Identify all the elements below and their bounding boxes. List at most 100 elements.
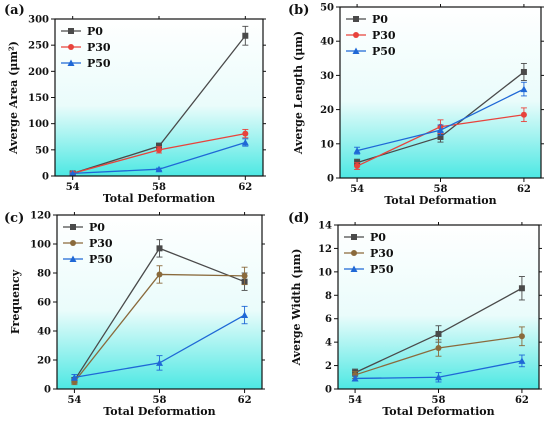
panel-label: (a) (4, 3, 25, 18)
legend-marker (351, 234, 357, 240)
legend-label: P0 (89, 221, 105, 234)
series-p50 (351, 354, 526, 383)
y-tick-label: 8 (325, 291, 332, 302)
data-point (520, 68, 527, 75)
legend-label: P0 (370, 231, 386, 244)
x-tick-label: 62 (238, 395, 252, 406)
data-point (156, 359, 163, 366)
panel-label: (d) (288, 211, 309, 226)
series-p50 (353, 81, 528, 155)
y-tick-label: 150 (28, 93, 49, 104)
y-tick-label: 10 (320, 139, 334, 150)
legend: P0 P30 P50 (61, 25, 111, 70)
panel-label: (c) (4, 211, 24, 226)
legend-label: P30 (89, 237, 113, 250)
series-p50 (69, 138, 249, 177)
plot-frame (337, 224, 540, 390)
x-axis-label: Total Deformation (103, 405, 215, 418)
y-tick-label: 60 (37, 298, 51, 309)
y-tick-label: 30 (320, 71, 334, 82)
legend: P0 P30 P50 (63, 221, 113, 266)
legend-marker (70, 240, 76, 246)
x-axis-label: Total Deformation (384, 194, 496, 207)
data-point (351, 374, 359, 382)
data-point (241, 272, 248, 279)
panel-d: (d) 0 2 4 6 8 10 12 14 54 58 62 Total Deformation Ave… (288, 211, 542, 418)
plot-background (340, 7, 541, 178)
data-point (69, 169, 77, 177)
x-axis-label: Total Deformation (103, 192, 215, 205)
data-point (435, 345, 442, 351)
data-point (520, 85, 528, 93)
panel-a: (a) 0 50 100 150 200 250 300 54 58 62 Total Deforma… (4, 3, 266, 205)
y-tick-label: 4 (325, 338, 332, 349)
y-axis-label: Averge Length (μm) (292, 31, 305, 155)
y-tick-label: 300 (28, 15, 49, 26)
data-point (242, 32, 249, 39)
plot-frame (56, 214, 263, 390)
legend-marker (68, 44, 74, 50)
y-tick-label: 40 (37, 327, 51, 338)
legend-marker (353, 16, 359, 22)
data-point (354, 163, 361, 170)
panel-b: (b) 0 10 20 30 40 50 54 58 62 Total Deformation Ave… (288, 3, 544, 207)
data-point (353, 147, 361, 154)
legend: P0 P30 P50 (344, 231, 394, 276)
x-tick-label: 54 (66, 182, 80, 193)
data-point (156, 271, 163, 278)
data-point (241, 311, 249, 319)
legend-marker (351, 250, 357, 256)
x-tick-label: 58 (152, 182, 166, 193)
plot-frame (54, 18, 264, 177)
legend-label: P50 (370, 263, 394, 276)
legend-label: P30 (370, 247, 394, 260)
y-tick-label: 20 (320, 105, 334, 116)
x-tick-label: 54 (67, 395, 81, 406)
legend-label: P50 (372, 45, 396, 58)
y-tick-label: 40 (320, 37, 334, 48)
y-tick-label: 120 (30, 211, 51, 222)
panel-label: (b) (288, 3, 309, 18)
plot-frame (339, 6, 542, 179)
legend-marker (68, 28, 74, 34)
data-point (435, 373, 442, 381)
y-tick-label: 0 (327, 174, 334, 185)
legend-label: P30 (372, 29, 396, 42)
x-tick-label: 62 (515, 395, 529, 406)
y-tick-label: 0 (42, 172, 49, 183)
data-point (70, 373, 78, 381)
data-point (437, 133, 444, 140)
y-tick-label: 14 (318, 221, 332, 232)
data-point (518, 285, 525, 292)
plot-background (338, 225, 539, 389)
series-p50 (70, 305, 249, 381)
legend: P0 P30 P50 (346, 13, 396, 58)
data-point (156, 146, 162, 153)
data-point (518, 333, 525, 340)
data-point (437, 126, 444, 134)
legend-marker (350, 265, 358, 272)
series-p0 (352, 276, 525, 377)
y-tick-label: 200 (28, 67, 49, 78)
x-tick-label: 62 (517, 184, 531, 195)
legend-label: P50 (87, 57, 111, 70)
y-tick-label: 0 (325, 385, 332, 396)
legend-marker (70, 224, 76, 230)
y-tick-label: 6 (325, 314, 332, 325)
y-tick-label: 50 (35, 145, 49, 156)
y-tick-label: 20 (37, 356, 51, 367)
y-axis-label: Frequency (9, 269, 22, 334)
data-point (520, 111, 527, 118)
x-tick-label: 58 (434, 184, 448, 195)
legend-marker (353, 32, 359, 38)
panel-c: (c) 0 20 40 60 80 100 120 54 58 62 Total Deformatio… (4, 211, 265, 418)
x-axis-label: Total Deformation (382, 405, 494, 418)
legend-marker (352, 47, 360, 54)
data-point (241, 139, 249, 146)
y-axis-label: Averge Area (μm²) (7, 41, 20, 155)
data-point (435, 330, 442, 337)
y-tick-label: 100 (28, 119, 49, 130)
legend-label: P30 (87, 41, 111, 54)
legend-label: P0 (372, 13, 388, 26)
